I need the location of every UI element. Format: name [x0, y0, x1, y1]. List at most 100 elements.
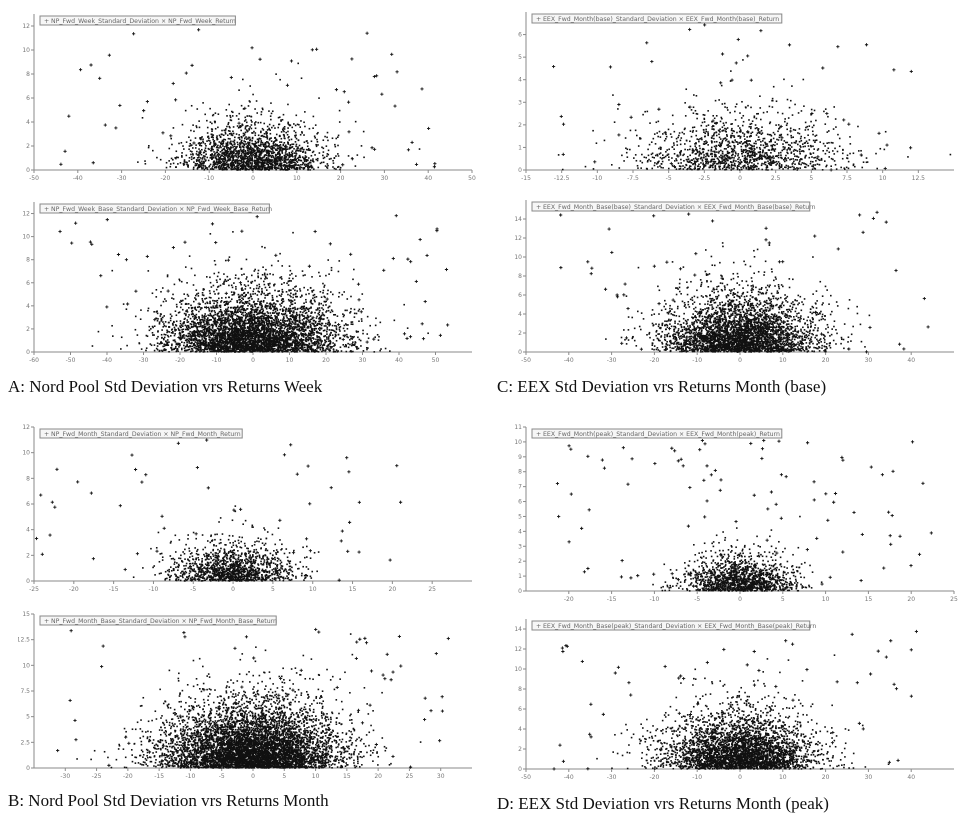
- data-point: [291, 314, 294, 316]
- data-point: [280, 131, 283, 133]
- data-point: [280, 141, 283, 143]
- data-point: [249, 351, 252, 353]
- data-point: [205, 328, 208, 330]
- data-point: [215, 143, 217, 146]
- data-point: [193, 325, 195, 328]
- data-point: [276, 153, 279, 156]
- data-point: [180, 348, 183, 351]
- data-point: [223, 151, 225, 154]
- data-point: [260, 293, 263, 296]
- data-point: [269, 167, 272, 170]
- data-point: [351, 338, 354, 340]
- data-point: [290, 161, 293, 164]
- data-point: [190, 348, 193, 350]
- data-point: [186, 311, 189, 313]
- data-point: [186, 163, 188, 166]
- data-point: [208, 290, 211, 292]
- data-point: [205, 348, 207, 351]
- data-point: [228, 342, 230, 344]
- data-point: [351, 323, 354, 326]
- data-point: [427, 332, 429, 335]
- data-point: [206, 167, 208, 169]
- data-point: [225, 317, 227, 319]
- data-point: [225, 128, 227, 130]
- data-point: [243, 146, 245, 149]
- data-point: [236, 343, 238, 345]
- data-point: [250, 147, 252, 149]
- data-point: [284, 312, 287, 315]
- data-point: [266, 151, 269, 154]
- data-point: [236, 337, 239, 339]
- data-point: [312, 127, 314, 130]
- data-point: [303, 324, 306, 327]
- data-point: [195, 289, 198, 291]
- data-point: [250, 149, 253, 151]
- data-point: [301, 347, 304, 349]
- data-point: [302, 274, 305, 277]
- data-point: [180, 280, 183, 283]
- data-point: [271, 145, 274, 147]
- data-point: [236, 337, 238, 339]
- data-point: [195, 338, 198, 340]
- data-point: [194, 338, 197, 341]
- data-point: [228, 159, 230, 162]
- data-point: [214, 313, 216, 316]
- data-point: [309, 287, 312, 289]
- data-point: [246, 149, 249, 152]
- data-point: [261, 163, 264, 166]
- x-tick-label: 50: [432, 357, 440, 364]
- data-point: [259, 302, 262, 304]
- data-point: [250, 342, 253, 345]
- data-point: [256, 168, 259, 171]
- data-point: [89, 63, 93, 67]
- data-point: [272, 343, 274, 346]
- data-point: [286, 164, 288, 167]
- data-point: [166, 344, 168, 347]
- data-point: [229, 142, 231, 145]
- data-point: [279, 341, 282, 344]
- data-point: [221, 167, 224, 170]
- data-point: [241, 123, 244, 126]
- data-point: [291, 146, 293, 149]
- data-point: [118, 103, 122, 108]
- data-point: [263, 132, 266, 135]
- data-point: [231, 286, 234, 289]
- data-point: [286, 146, 288, 148]
- data-point: [327, 306, 330, 309]
- data-point: [274, 143, 277, 145]
- data-point: [260, 111, 263, 113]
- data-point: [268, 155, 271, 157]
- data-point: [287, 298, 290, 301]
- data-point: [288, 123, 290, 126]
- data-point: [231, 159, 234, 162]
- data-point: [220, 164, 223, 167]
- data-point: [247, 158, 250, 160]
- data-point: [202, 326, 205, 329]
- data-point: [281, 149, 283, 152]
- y-tick-label: 6: [26, 95, 30, 102]
- data-point: [328, 305, 330, 308]
- data-point: [349, 310, 352, 313]
- data-point: [321, 312, 324, 314]
- data-point: [202, 167, 205, 169]
- data-point: [310, 346, 313, 348]
- data-point: [262, 161, 265, 164]
- data-point: [156, 319, 159, 322]
- data-point: [114, 126, 118, 130]
- data-point: [206, 132, 209, 134]
- data-point: [251, 154, 253, 157]
- data-point: [292, 166, 295, 168]
- data-point: [221, 169, 224, 171]
- data-point: [200, 148, 203, 151]
- data-point: [289, 324, 291, 327]
- data-point: [238, 163, 241, 166]
- data-point: [242, 156, 244, 158]
- data-point: [317, 327, 320, 330]
- data-point: [239, 345, 241, 347]
- data-point: [274, 159, 277, 161]
- data-point: [283, 322, 286, 325]
- data-point: [253, 314, 256, 316]
- data-point: [170, 349, 173, 351]
- data-point: [207, 330, 210, 333]
- data-point: [178, 278, 181, 281]
